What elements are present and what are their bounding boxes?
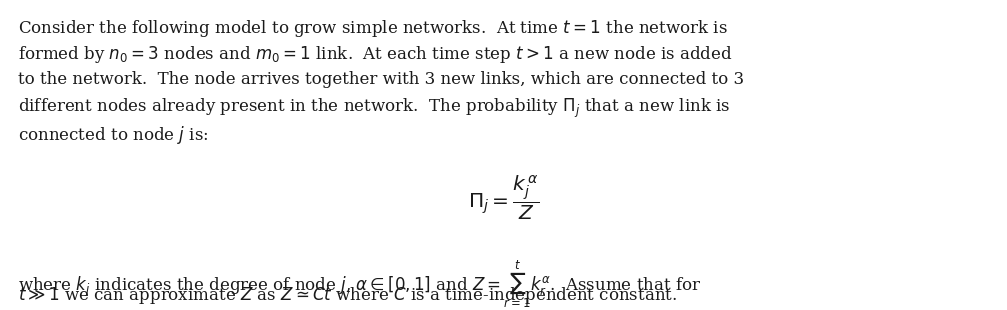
- Text: $t \gg 1$ we can approximate $Z$ as $Z \simeq Ct$ where $C$ is a time-independen: $t \gg 1$ we can approximate $Z$ as $Z \…: [18, 286, 677, 306]
- Text: connected to node $j$ is:: connected to node $j$ is:: [18, 124, 208, 146]
- Text: to the network.  The node arrives together with 3 new links, which are connected: to the network. The node arrives togethe…: [18, 71, 744, 88]
- Text: formed by $n_0 = 3$ nodes and $m_0 = 1$ link.  At each time step $t > 1$ a new n: formed by $n_0 = 3$ nodes and $m_0 = 1$ …: [18, 44, 733, 65]
- Text: where $k_j$ indicates the degree of node $j$, $\alpha \in [0, 1]$ and $Z = \sum_: where $k_j$ indicates the degree of node…: [18, 259, 702, 310]
- Text: $\Pi_j = \dfrac{k_j^{\,\alpha}}{Z}$: $\Pi_j = \dfrac{k_j^{\,\alpha}}{Z}$: [467, 174, 540, 222]
- Text: different nodes already present in the network.  The probability $\Pi_j$ that a : different nodes already present in the n…: [18, 97, 730, 120]
- Text: Consider the following model to grow simple networks.  At time $t = 1$ the netwo: Consider the following model to grow sim…: [18, 18, 728, 39]
